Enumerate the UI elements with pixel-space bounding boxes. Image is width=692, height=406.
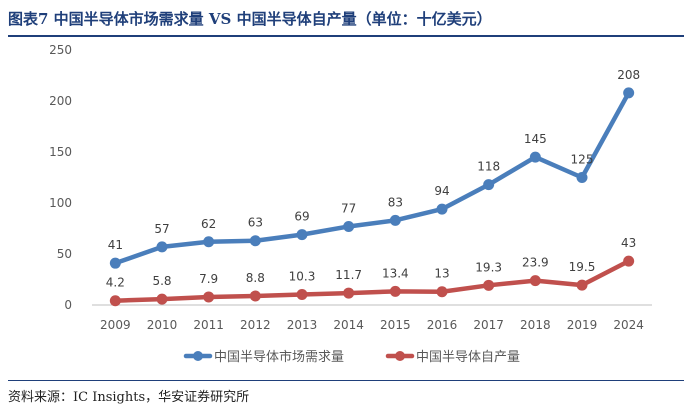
data-point-demand <box>156 241 168 253</box>
data-point-demand <box>623 87 635 99</box>
data-point-demand <box>436 203 448 215</box>
data-label-demand: 57 <box>154 222 169 236</box>
data-label-production: 19.5 <box>569 260 596 274</box>
data-point-production <box>576 279 588 291</box>
data-label-demand: 145 <box>524 132 547 146</box>
data-label-demand: 63 <box>248 216 263 230</box>
data-point-demand <box>389 214 401 226</box>
data-point-demand <box>529 151 541 163</box>
data-label-production: 11.7 <box>335 268 362 282</box>
legend-marker-demand <box>193 351 203 361</box>
data-point-production <box>389 285 401 297</box>
x-tick-label: 2016 <box>427 318 458 332</box>
y-tick-label: 50 <box>57 247 72 261</box>
data-label-demand: 94 <box>434 184 449 198</box>
y-tick-label: 250 <box>49 43 72 57</box>
x-tick-label: 2013 <box>287 318 318 332</box>
data-label-production: 19.3 <box>475 260 502 274</box>
data-label-production: 43 <box>621 236 636 250</box>
x-tick-label: 2010 <box>147 318 178 332</box>
y-tick-label: 0 <box>64 298 72 312</box>
data-label-demand: 77 <box>341 201 356 215</box>
data-label-demand: 83 <box>388 195 403 209</box>
data-point-production <box>483 279 495 291</box>
series-line-production <box>113 258 631 303</box>
data-label-production: 7.9 <box>199 272 218 286</box>
data-label-demand: 125 <box>571 153 594 167</box>
chart-title: 图表7 中国半导体市场需求量 VS 中国半导体自产量（单位：十亿美元） <box>8 8 684 37</box>
data-point-production <box>529 275 541 287</box>
y-tick-label: 150 <box>49 145 72 159</box>
x-tick-label: 2018 <box>520 318 551 332</box>
data-point-production <box>436 286 448 298</box>
data-point-demand <box>109 257 121 269</box>
x-tick-label: 2015 <box>380 318 411 332</box>
legend-marker-production <box>395 351 405 361</box>
data-label-production: 23.9 <box>522 256 549 270</box>
data-point-production <box>203 291 215 303</box>
data-label-production: 10.3 <box>289 269 316 283</box>
x-tick-label: 2011 <box>193 318 224 332</box>
data-label-demand: 62 <box>201 217 216 231</box>
data-point-demand <box>203 236 215 248</box>
x-tick-label: 2009 <box>100 318 131 332</box>
data-label-demand: 208 <box>617 68 640 82</box>
x-tick-label: 2014 <box>333 318 364 332</box>
legend-label-production: 中国半导体自产量 <box>416 350 520 365</box>
data-label-demand: 69 <box>294 210 309 224</box>
data-label-production: 5.8 <box>152 274 171 288</box>
data-label-demand: 118 <box>477 160 500 174</box>
y-tick-label: 200 <box>49 94 72 108</box>
data-point-production <box>156 293 168 305</box>
data-point-demand <box>483 179 495 191</box>
source-note: 资料来源：IC Insights，华安证券研究所 <box>8 380 684 405</box>
data-label-demand: 41 <box>108 238 123 252</box>
data-point-production <box>109 295 121 307</box>
data-point-production <box>296 288 308 300</box>
data-point-demand <box>249 235 261 247</box>
x-tick-label: 2024 <box>613 318 644 332</box>
y-tick-label: 100 <box>49 196 72 210</box>
data-point-demand <box>296 229 308 241</box>
series-line-demand <box>113 90 631 266</box>
data-point-demand <box>576 172 588 183</box>
data-label-production: 13.4 <box>382 266 409 280</box>
data-point-production <box>343 287 355 299</box>
x-tick-label: 2017 <box>473 318 504 332</box>
data-label-production: 4.2 <box>106 276 125 290</box>
data-label-production: 13 <box>434 267 449 281</box>
legend-label-demand: 中国半导体市场需求量 <box>214 349 344 365</box>
x-tick-label: 2012 <box>240 318 271 332</box>
data-point-production <box>249 290 261 302</box>
x-tick-label: 2019 <box>567 318 598 332</box>
data-point-production <box>623 255 635 267</box>
data-label-production: 8.8 <box>246 271 265 285</box>
data-point-demand <box>343 220 355 232</box>
